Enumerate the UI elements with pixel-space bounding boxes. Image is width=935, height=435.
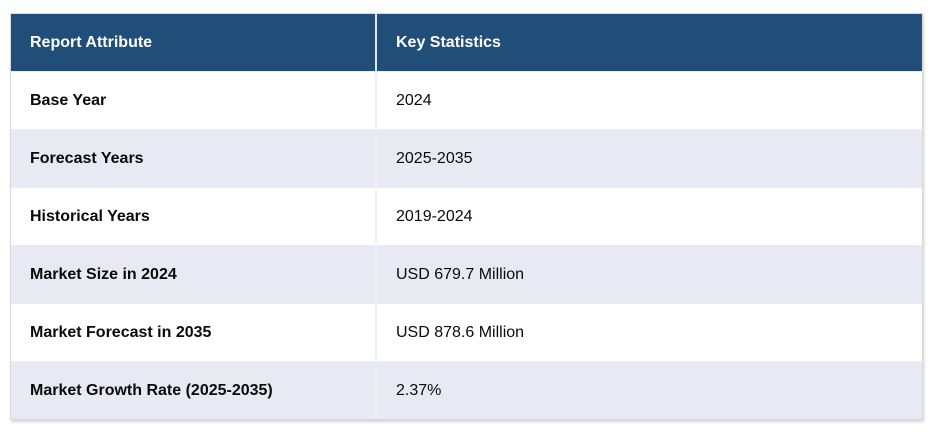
row-attribute: Forecast Years	[11, 129, 377, 187]
table-row-market-forecast: Market Forecast in 2035 USD 878.6 Millio…	[11, 303, 922, 361]
row-attribute: Market Forecast in 2035	[11, 303, 377, 361]
table-row-forecast-years: Forecast Years 2025-2035	[11, 129, 922, 187]
row-value: 2.37%	[377, 361, 922, 419]
column-header-report-attribute: Report Attribute	[11, 14, 377, 71]
row-value: USD 878.6 Million	[377, 303, 922, 361]
row-value: USD 679.7 Million	[377, 245, 922, 303]
table-row-growth-rate: Market Growth Rate (2025-2035) 2.37%	[11, 361, 922, 419]
table-row-historical-years: Historical Years 2019-2024	[11, 187, 922, 245]
row-value: 2024	[377, 71, 922, 129]
row-value: 2025-2035	[377, 129, 922, 187]
table-header-row: Report Attribute Key Statistics	[11, 14, 922, 71]
report-summary-table: Report Attribute Key Statistics Base Yea…	[10, 13, 923, 420]
table-row-market-size: Market Size in 2024 USD 679.7 Million	[11, 245, 922, 303]
row-attribute: Market Growth Rate (2025-2035)	[11, 361, 377, 419]
row-attribute: Historical Years	[11, 187, 377, 245]
row-value: 2019-2024	[377, 187, 922, 245]
column-header-key-statistics: Key Statistics	[377, 14, 922, 71]
row-attribute: Market Size in 2024	[11, 245, 377, 303]
table-row-base-year: Base Year 2024	[11, 71, 922, 129]
row-attribute: Base Year	[11, 71, 377, 129]
